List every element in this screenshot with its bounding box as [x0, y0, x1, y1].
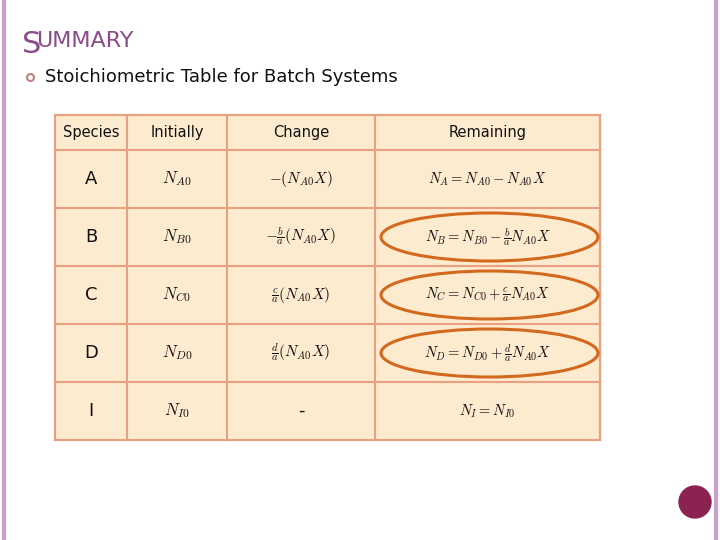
Text: $-(N_{A0}X)$: $-(N_{A0}X)$	[269, 169, 333, 189]
Text: Species: Species	[63, 125, 120, 140]
Text: $\frac{d}{a}(N_{A0}X)$: $\frac{d}{a}(N_{A0}X)$	[271, 342, 330, 364]
Text: $N_{A0}$: $N_{A0}$	[162, 170, 192, 188]
Text: $\frac{c}{a}(N_{A0}X)$: $\frac{c}{a}(N_{A0}X)$	[271, 285, 330, 305]
Text: S: S	[22, 30, 41, 59]
Text: C: C	[85, 286, 97, 304]
Text: Remaining: Remaining	[449, 125, 526, 140]
Text: $N_B = N_{B0} - \frac{b}{a}N_{A0}X$: $N_B = N_{B0} - \frac{b}{a}N_{A0}X$	[425, 226, 550, 248]
Text: $N_{C0}$: $N_{C0}$	[163, 286, 192, 305]
Text: $N_{I0}$: $N_{I0}$	[164, 402, 190, 421]
Text: I: I	[89, 402, 94, 420]
FancyBboxPatch shape	[55, 115, 600, 440]
Text: Stoichiometric Table for Batch Systems: Stoichiometric Table for Batch Systems	[45, 68, 397, 86]
Text: $-\frac{b}{a}(N_{A0}X)$: $-\frac{b}{a}(N_{A0}X)$	[266, 226, 336, 248]
Text: -: -	[298, 402, 305, 420]
Text: D: D	[84, 344, 98, 362]
Text: UMMARY: UMMARY	[36, 31, 133, 51]
Text: Change: Change	[273, 125, 329, 140]
Text: $N_C = N_{C0} + \frac{c}{a}N_{A0}X$: $N_C = N_{C0} + \frac{c}{a}N_{A0}X$	[425, 286, 550, 305]
Text: B: B	[85, 228, 97, 246]
Text: $N_{D0}$: $N_{D0}$	[162, 343, 192, 362]
Circle shape	[679, 486, 711, 518]
Text: $N_A = N_{A0} - N_{A0}X$: $N_A = N_{A0} - N_{A0}X$	[428, 170, 546, 188]
Text: $N_I = N_{I0}$: $N_I = N_{I0}$	[459, 402, 516, 420]
Text: $N_D = N_{D0} + \frac{d}{a}N_{A0}X$: $N_D = N_{D0} + \frac{d}{a}N_{A0}X$	[424, 342, 551, 364]
Text: $N_{B0}$: $N_{B0}$	[162, 227, 192, 246]
Text: Initially: Initially	[150, 125, 204, 140]
Text: A: A	[85, 170, 97, 188]
